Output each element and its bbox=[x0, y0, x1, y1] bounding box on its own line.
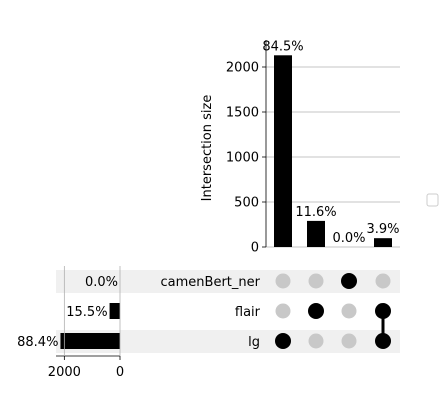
matrix-dot-inactive bbox=[275, 273, 291, 289]
set-size-axis: 2000 0 bbox=[48, 266, 124, 380]
set-size-bars: 0.0% 15.5% 88.4% bbox=[17, 275, 120, 350]
matrix-dot-active bbox=[308, 303, 324, 319]
intersection-matrix bbox=[275, 273, 391, 349]
y-tick-label: 2000 bbox=[226, 61, 259, 76]
legend-box bbox=[426, 193, 439, 207]
set-label: lg bbox=[248, 335, 260, 350]
set-size-tick-label: 0 bbox=[116, 365, 124, 380]
intersection-bar bbox=[374, 238, 392, 247]
y-axis: 0 500 1000 1500 2000 bbox=[226, 40, 267, 256]
y-axis-label: Intersection size bbox=[200, 95, 215, 202]
y-tick-label: 1000 bbox=[226, 151, 259, 166]
intersection-bar-label: 11.6% bbox=[295, 205, 336, 220]
intersection-bar-labels: 84.5% 11.6% 0.0%3.9% bbox=[262, 39, 399, 246]
matrix-dot-inactive bbox=[275, 303, 291, 319]
matrix-dot-inactive bbox=[375, 273, 391, 289]
y-tick-label: 0 bbox=[251, 241, 259, 256]
matrix-dot-inactive bbox=[308, 333, 324, 349]
intersection-bar-label: 84.5% bbox=[262, 39, 303, 54]
matrix-dot-inactive bbox=[341, 333, 357, 349]
set-size-bar bbox=[109, 303, 120, 319]
matrix-dot-inactive bbox=[341, 303, 357, 319]
set-label: camenBert_ner bbox=[161, 275, 261, 290]
matrix-dot-active bbox=[341, 273, 357, 289]
intersection-bar-label: 3.9% bbox=[366, 222, 399, 237]
set-size-label: 15.5% bbox=[66, 305, 107, 320]
intersection-bars bbox=[274, 55, 392, 247]
set-size-label: 88.4% bbox=[17, 335, 58, 350]
matrix-dot-active bbox=[275, 333, 291, 349]
y-tick-label: 1500 bbox=[226, 106, 259, 121]
set-size-label: 0.0% bbox=[85, 275, 118, 290]
intersection-bar-label: 0.0% bbox=[332, 231, 365, 246]
y-tick-label: 500 bbox=[234, 196, 259, 211]
set-size-bar bbox=[60, 333, 120, 349]
matrix-dot-inactive bbox=[308, 273, 324, 289]
set-size-tick-label: 2000 bbox=[48, 365, 81, 380]
set-label: flair bbox=[235, 305, 261, 320]
intersection-bar bbox=[274, 55, 292, 247]
intersection-bar bbox=[307, 220, 325, 247]
